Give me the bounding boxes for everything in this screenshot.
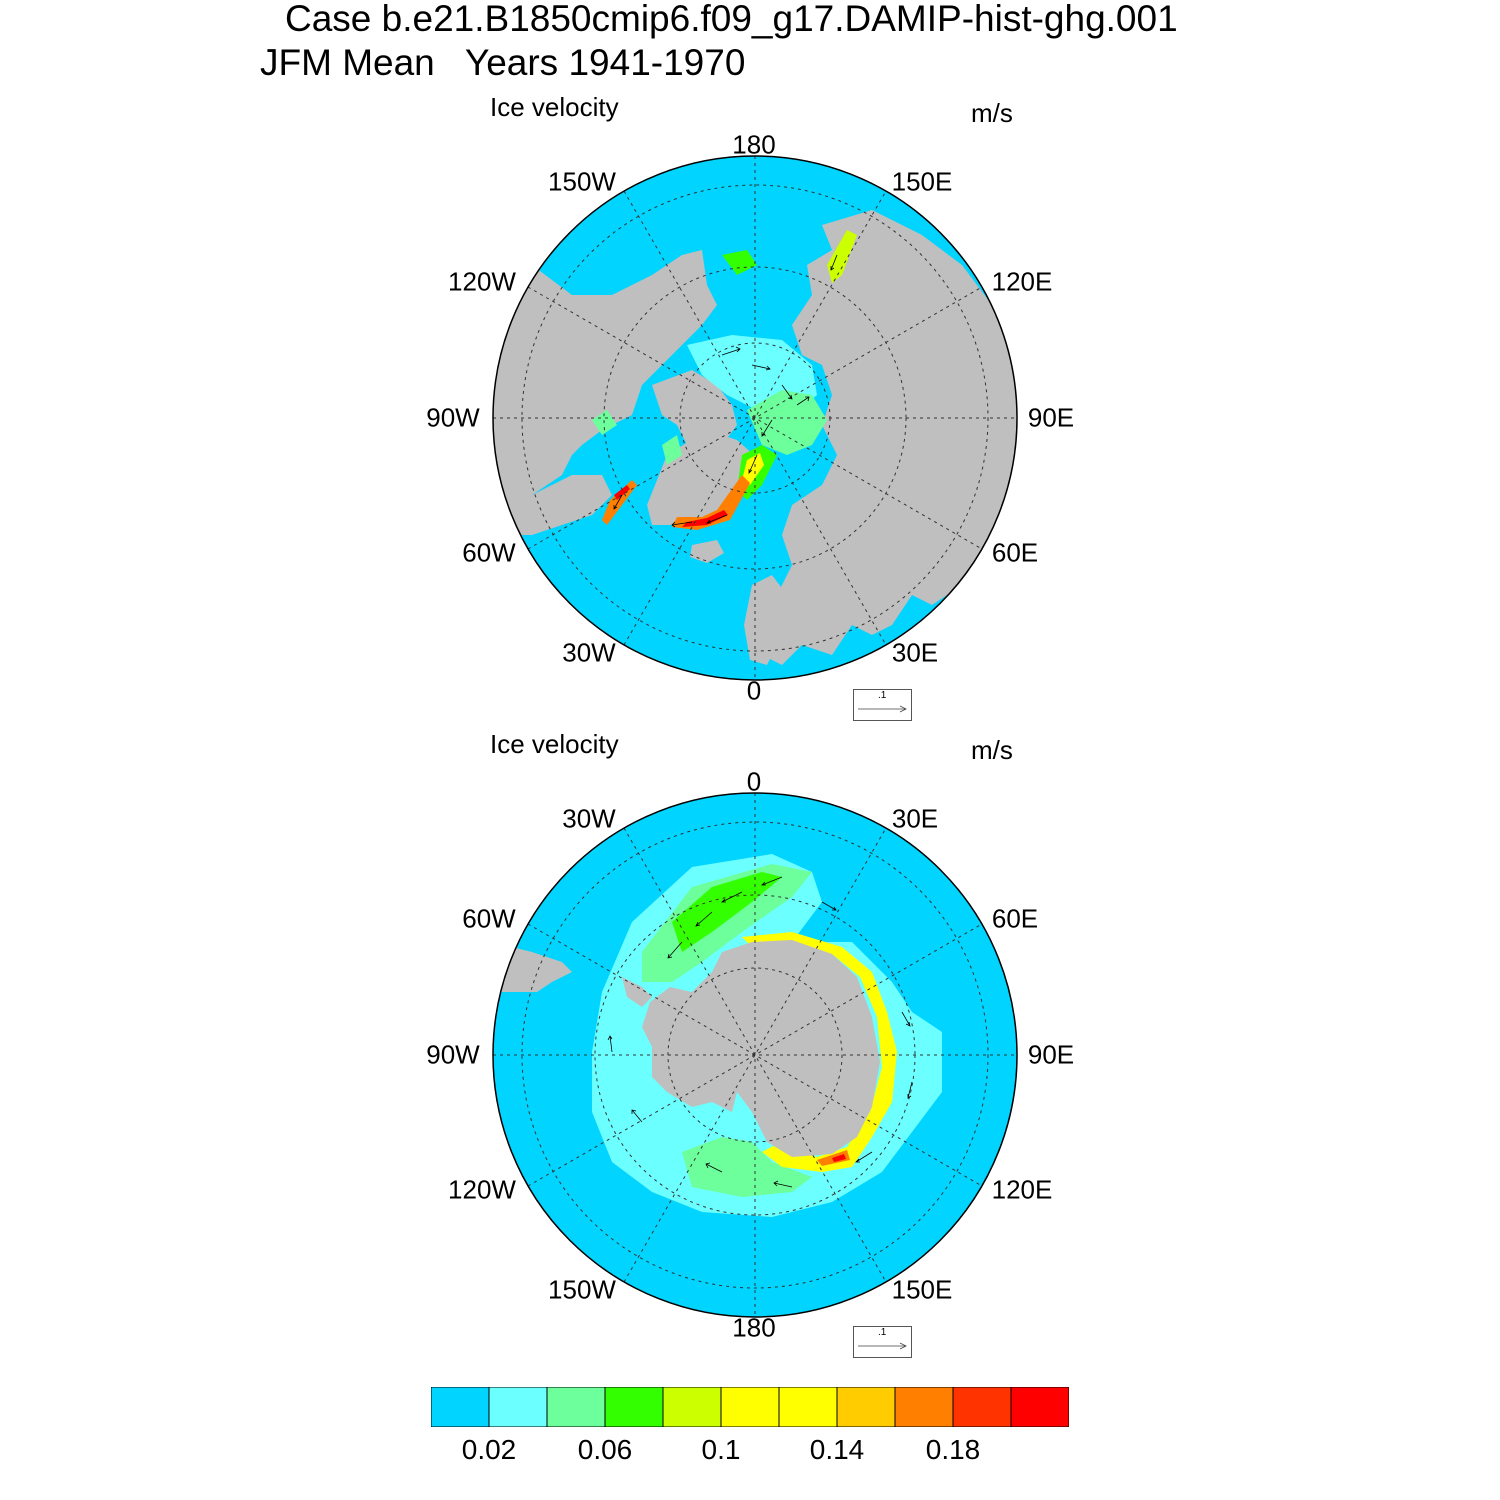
sh-land-antarctica (642, 940, 880, 1157)
sh-label-150e: 150E (891, 1274, 953, 1305)
nh-vector (761, 419, 773, 437)
sh-map-border (492, 792, 1018, 1318)
nh-label-120w: 120W (448, 266, 516, 297)
sh-plot-title: Ice velocity (490, 729, 619, 759)
colorbar-tick-label: 0.02 (461, 1434, 517, 1465)
nh-land-eurasia (760, 210, 1017, 665)
nh-reference-vector-label: .1 (878, 690, 887, 701)
nh-vector (613, 494, 623, 510)
nh-vector (706, 514, 728, 524)
sh-ice-ross (682, 1137, 812, 1197)
sh-polar-map (492, 792, 1018, 1318)
colorbar (431, 1387, 1069, 1427)
nh-reference-arrow (858, 705, 907, 713)
nh-ice-hudson (662, 435, 682, 465)
colorbar-tick-label: 0.1 (701, 1434, 741, 1465)
sh-ice-coastal-red (832, 1154, 846, 1162)
colorbar-swatch (488, 1387, 548, 1427)
nh-land-north-america (493, 250, 717, 505)
nh-label-60e: 60E (991, 537, 1039, 568)
nh-label-180: 180 (732, 129, 776, 160)
sh-vector (855, 1151, 873, 1163)
colorbar-swatch (662, 1387, 722, 1427)
nh-ice-fram-core (742, 453, 764, 485)
sh-label-90w: 90W (426, 1039, 480, 1070)
nh-ice-bering (827, 230, 857, 283)
sh-vector (821, 901, 837, 911)
nh-label-150e: 150E (891, 166, 953, 197)
sh-vector (761, 876, 783, 886)
sh-vector (705, 1162, 723, 1173)
sh-vector (721, 891, 743, 903)
colorbar-tick-label: 0.18 (925, 1434, 981, 1465)
nh-ice-transpolar (747, 390, 827, 455)
nh-label-90w: 90W (426, 402, 480, 433)
sh-land-antarctic-peninsula (622, 977, 652, 1007)
nh-plot-title: Ice velocity (490, 92, 619, 122)
nh-land-labrador (493, 475, 612, 535)
nh-ice-labrador (602, 480, 637, 525)
sh-reference-vector: .1 (853, 1326, 912, 1358)
colorbar-swatch (952, 1387, 1012, 1427)
colorbar-swatch (778, 1387, 838, 1427)
sh-label-60w: 60W (462, 903, 516, 934)
sh-ice-vectors (607, 876, 913, 1188)
nh-label-120e: 120E (991, 266, 1053, 297)
nh-vector (830, 254, 838, 271)
sh-vector (695, 911, 713, 927)
main-title-case: Case b.e21.B1850cmip6.f09_g17.DAMIP-hist… (285, 0, 1178, 39)
sh-label-120w: 120W (448, 1174, 516, 1205)
sh-label-180: 180 (732, 1312, 776, 1343)
colorbar-swatch (836, 1387, 896, 1427)
nh-vector (796, 396, 810, 406)
colorbar-swatch (604, 1387, 664, 1427)
nh-ice-labrador-core (614, 485, 630, 500)
sh-reference-arrow (858, 1342, 907, 1350)
colorbar-tick-label: 0.06 (577, 1434, 633, 1465)
nh-units: m/s (971, 98, 1013, 128)
sh-label-30e: 30E (891, 803, 939, 834)
colorbar-swatch (546, 1387, 606, 1427)
sh-vector (667, 941, 683, 959)
sh-label-0: 0 (746, 766, 762, 797)
colorbar-swatch (1010, 1387, 1069, 1427)
sh-vector (773, 1180, 793, 1188)
nh-label-0: 0 (746, 675, 762, 706)
sh-vector (907, 1081, 913, 1099)
nh-ice-okhotsk (722, 250, 757, 275)
nh-label-30w: 30W (562, 637, 616, 668)
nh-label-90e: 90E (1027, 402, 1075, 433)
sh-label-90e: 90E (1027, 1039, 1075, 1070)
sh-label-60e: 60E (991, 903, 1039, 934)
nh-reference-vector: .1 (853, 689, 912, 721)
nh-vector (721, 346, 741, 356)
colorbar-swatch (894, 1387, 954, 1427)
nh-ice-east-greenland (672, 475, 750, 530)
nh-map-border (492, 155, 1018, 681)
sh-label-120e: 120E (991, 1174, 1053, 1205)
nh-land-iceland (690, 540, 724, 563)
sh-reference-vector-label: .1 (878, 1327, 887, 1338)
nh-vector (751, 364, 771, 371)
colorbar-tick-label: 0.14 (809, 1434, 865, 1465)
sh-vector (607, 1035, 613, 1053)
nh-label-150w: 150W (548, 166, 616, 197)
sh-vector (631, 1109, 643, 1123)
colorbar-swatch (720, 1387, 780, 1427)
nh-vector (748, 454, 758, 474)
nh-ice-east-greenland-core (682, 510, 728, 527)
sh-units: m/s (971, 735, 1013, 765)
nh-ice-vectors (613, 254, 838, 528)
nh-vector (671, 521, 693, 528)
sh-vector (901, 1011, 911, 1027)
nh-label-60w: 60W (462, 537, 516, 568)
sh-label-150w: 150W (548, 1274, 616, 1305)
nh-label-30e: 30E (891, 637, 939, 668)
main-title-period: JFM Mean Years 1941-1970 (260, 42, 746, 83)
colorbar-swatch (431, 1387, 490, 1427)
sh-label-30w: 30W (562, 803, 616, 834)
nh-vector (781, 384, 793, 400)
sh-ice-weddell (642, 864, 812, 982)
nh-polar-map (492, 155, 1018, 681)
